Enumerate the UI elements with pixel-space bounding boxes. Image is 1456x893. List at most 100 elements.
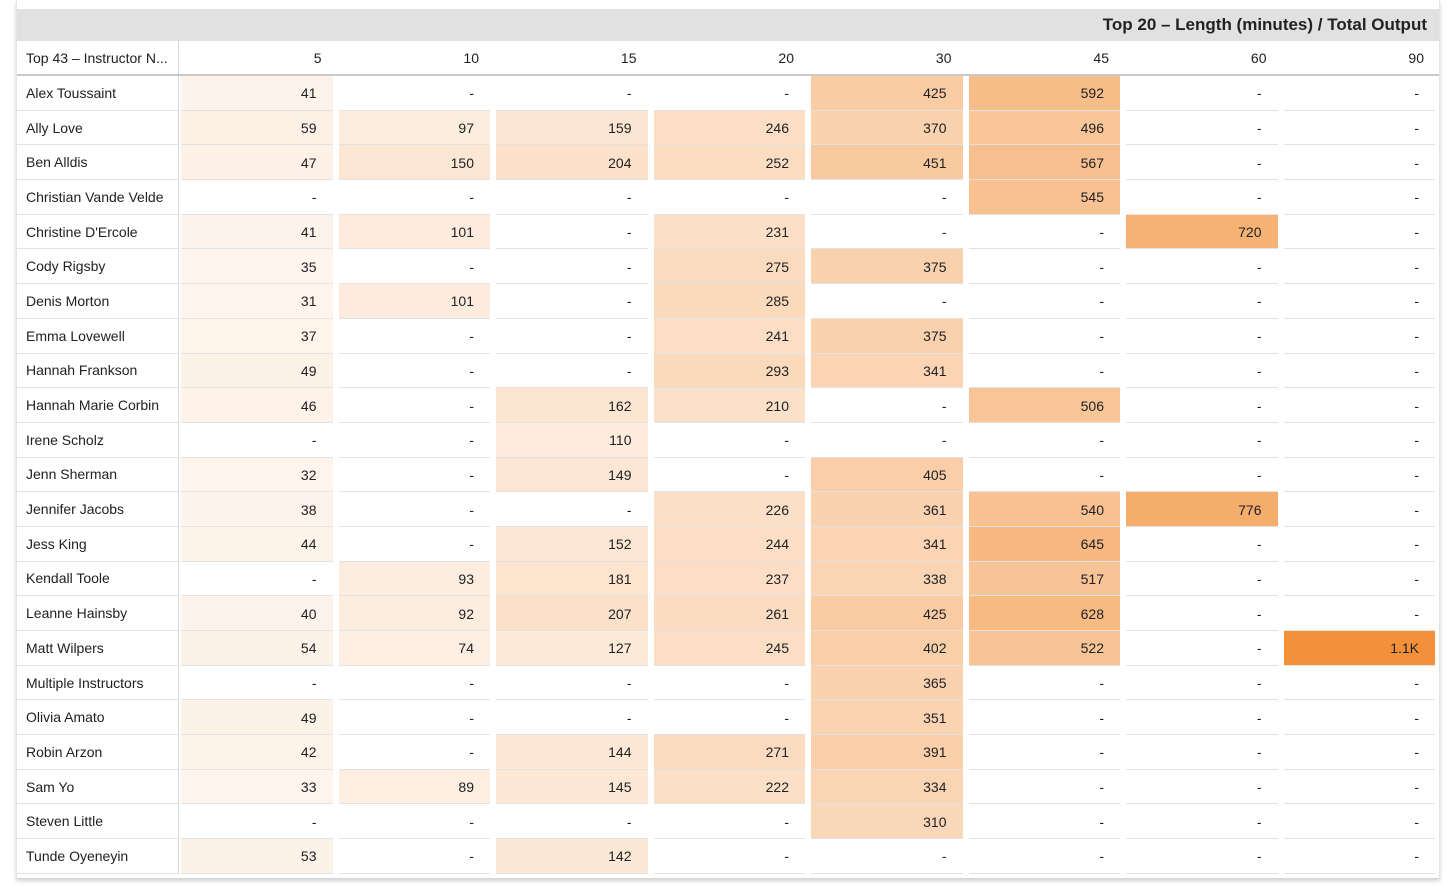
cell-value: 252 [765,154,789,171]
heatmap-cell: - [809,215,967,250]
cell-value: - [311,432,317,449]
heatmap-cell: 101 [337,214,495,250]
cell-value: 522 [1080,640,1104,657]
heatmap-cell: 142 [494,839,652,874]
heatmap-cell: 97 [337,110,495,146]
cell-value: 496 [1080,120,1104,137]
cell-value: - [311,675,317,692]
row-header-label[interactable]: Top 43 – Instructor N... [17,41,179,74]
cell-value: 181 [608,570,632,587]
table-title: Top 20 – Length (minutes) / Total Output [1102,15,1427,34]
cell-value: - [1414,709,1419,726]
heatmap-cell: - [1282,180,1440,215]
cell-divider [1126,283,1278,285]
cell-divider [496,179,648,181]
heatmap-cell-fill [181,526,333,562]
heatmap-cell: - [1124,319,1282,354]
heatmap-cell-fill [811,804,963,840]
cell-value: - [469,432,474,449]
cell-divider [653,525,805,527]
cell-value: - [1256,779,1262,796]
heatmap-cell: - [1124,562,1282,597]
cell-divider [496,283,648,285]
column-header[interactable]: 15 [620,49,637,66]
cell-divider [1126,248,1278,250]
heatmap-cell: 628 [967,596,1125,631]
cell-value: - [784,466,789,483]
instructor-name: Alex Toussaint [17,76,179,111]
cell-value: 49 [300,362,317,379]
column-header[interactable]: 10 [463,49,479,66]
heatmap-cell: - [967,284,1125,319]
cell-value: 42 [300,744,317,761]
heatmap-cell: 567 [967,145,1125,181]
table-row: Leanne Hainsby 40 92 207 261 425 628 - - [17,596,1439,631]
heatmap-cell: - [1124,76,1282,111]
cell-divider [968,664,1120,666]
heatmap-cell: 241 [652,318,810,354]
heatmap-cell-fill [811,700,963,736]
heatmap-cell-fill [496,769,648,805]
cell-divider [1126,421,1278,423]
cell-value: - [311,570,317,587]
heatmap-cell: - [494,804,652,840]
heatmap-cell: 210 [652,388,810,423]
cell-value: - [1256,189,1262,206]
cell-divider [181,803,333,805]
cell-value: - [941,189,947,206]
heatmap-cell: - [809,284,967,319]
column-header[interactable]: 90 [1408,49,1424,66]
heatmap-cell: 38 [179,492,337,527]
cell-divider [496,803,648,805]
cell-divider [338,664,490,666]
cell-divider [1283,872,1435,874]
cell-value: 517 [1080,570,1104,587]
cell-divider [811,525,963,527]
heatmap-cell: - [1282,215,1440,250]
heatmap-cell-fill [811,735,963,770]
table-row: Multiple Instructors - - - - 365 - - - [17,665,1439,701]
cell-divider [181,768,333,770]
cell-value: 451 [923,154,947,171]
cell-divider [1283,283,1435,285]
column-header[interactable]: 60 [1250,49,1267,66]
cell-divider [653,734,805,736]
cell-value: 101 [450,293,474,310]
heatmap-cell: - [1282,354,1440,389]
cell-value: - [784,85,789,102]
instructor-name: Jennifer Jacobs [17,492,179,527]
heatmap-cell-fill [181,353,333,389]
cell-value: - [626,85,632,102]
cell-value: 33 [300,779,317,796]
heatmap-cell-fill [338,284,490,319]
heatmap-cell: 592 [967,76,1125,111]
pivot-table-frame: Top 20 – Length (minutes) / Total Output… [16,0,1440,879]
cell-value: 245 [765,640,789,657]
heatmap-cell: - [494,249,652,285]
heatmap-cell: - [1282,700,1440,736]
cell-divider [653,352,805,354]
heatmap-cell: - [337,458,495,493]
column-header[interactable]: 20 [778,49,794,66]
heatmap-cell: 244 [652,526,810,562]
heatmap-cell: 204 [494,145,652,181]
heatmap-cell: - [967,319,1125,354]
heatmap-cell-fill [181,145,333,181]
heatmap-cell-fill [496,145,648,181]
cell-divider [496,595,648,597]
heatmap-cell-fill [1126,492,1278,527]
heatmap-cell: 645 [967,526,1125,562]
heatmap-cell: - [1124,354,1282,389]
cell-divider [1283,352,1435,354]
column-header[interactable]: 30 [935,49,952,66]
column-header[interactable]: 5 [313,49,322,66]
cell-divider [653,560,805,562]
column-header[interactable]: 45 [1093,49,1109,66]
cell-value: - [1099,779,1104,796]
cell-value: - [626,675,632,692]
heatmap-cell: - [967,770,1125,805]
table-row: Robin Arzon 42 - 144 271 391 - - - [17,735,1439,770]
heatmap-cell-fill [968,145,1120,181]
cell-divider [653,179,805,181]
cell-divider [968,803,1120,805]
